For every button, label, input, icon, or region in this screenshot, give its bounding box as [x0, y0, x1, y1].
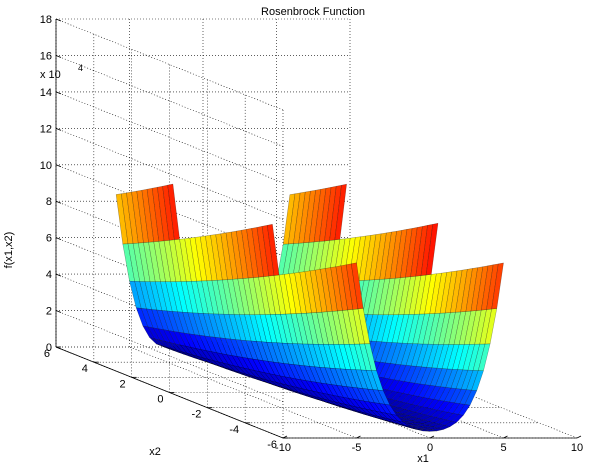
- z-tick-label: 16: [40, 50, 52, 62]
- z-tick-label: 18: [40, 14, 52, 26]
- y-tick-label: -6: [267, 439, 277, 451]
- z-tick: [55, 18, 62, 22]
- x-tick-label: -5: [352, 442, 362, 454]
- z-tick-label: 8: [46, 196, 52, 208]
- z-tick-label: 12: [40, 123, 52, 135]
- z-tick: [55, 273, 62, 277]
- y-tick-label: -2: [192, 409, 202, 421]
- z-tick: [55, 310, 62, 313]
- z-tick: [55, 346, 62, 350]
- y-tick-label: 0: [157, 394, 163, 406]
- z-gridline: [55, 18, 284, 111]
- z-tick-label: 4: [46, 269, 52, 281]
- z-exponent-power: 4: [78, 63, 83, 73]
- z-tick: [55, 164, 62, 168]
- z-tick-label: 10: [40, 160, 52, 172]
- x-axis-label: x1: [417, 453, 429, 465]
- x-tick-label: 10: [571, 442, 583, 454]
- y-tick-label: 2: [120, 378, 126, 390]
- z-tick-label: 0: [46, 342, 52, 354]
- z-axis-label: f(x1,x2): [3, 232, 15, 269]
- y-axis-label: x2: [149, 446, 161, 458]
- z-tick: [55, 127, 62, 131]
- z-tick-label: 2: [46, 306, 52, 318]
- z-tick: [55, 91, 62, 95]
- y-tick-label: -4: [229, 424, 239, 436]
- chart-title: Rosenbrock Function: [261, 6, 365, 18]
- z-tick-label: 6: [46, 233, 52, 245]
- z-tick-label: 14: [40, 87, 52, 99]
- y-tick-label: 6: [44, 348, 50, 360]
- x-tick: [429, 435, 435, 439]
- surface-patch: [491, 262, 504, 310]
- x-tick: [503, 435, 508, 439]
- x-tick: [356, 435, 361, 439]
- x-tick-label: 0: [427, 442, 433, 454]
- z-tick: [55, 237, 62, 241]
- z-exponent-label: x 10: [40, 69, 61, 81]
- z-tick: [55, 55, 62, 58]
- y-tick-label: 4: [82, 363, 88, 375]
- surface-patch: [334, 183, 347, 241]
- x-tick-label: 5: [500, 442, 506, 454]
- x-tick-label: -10: [275, 442, 291, 454]
- z-tick: [55, 200, 62, 204]
- rosenbrock-surface: [115, 183, 504, 432]
- surface-patch: [425, 222, 439, 276]
- x-tick: [576, 435, 582, 439]
